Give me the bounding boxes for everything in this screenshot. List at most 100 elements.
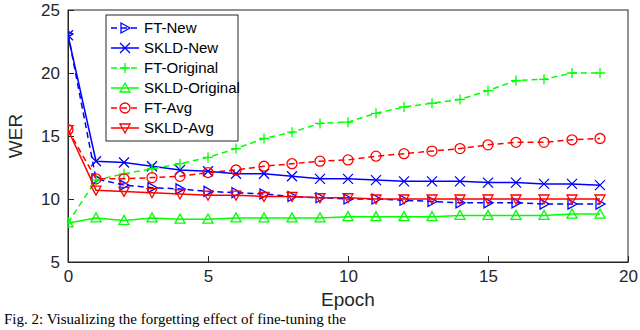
series-marker — [259, 134, 269, 144]
series-marker — [371, 151, 381, 161]
series-marker — [400, 195, 409, 205]
legend-marker — [120, 43, 130, 53]
y-axis-title: WER — [5, 114, 26, 158]
legend-label: SKLD-Original — [144, 79, 240, 96]
series-marker — [203, 191, 213, 200]
series-marker — [511, 178, 521, 188]
series-marker — [427, 212, 437, 221]
series-marker — [119, 187, 129, 196]
series-marker — [119, 215, 129, 224]
legend-label: SKLD-Avg — [144, 119, 214, 136]
tick-label: 10 — [339, 267, 358, 286]
series-line — [68, 73, 600, 223]
series — [68, 209, 605, 227]
series-marker — [315, 213, 325, 222]
series-marker — [203, 152, 213, 162]
series-marker — [539, 137, 549, 147]
legend-item: SKLD-New — [111, 39, 218, 56]
series-line — [68, 34, 600, 204]
series-marker — [455, 144, 465, 154]
series-marker — [147, 189, 157, 198]
series-marker — [315, 194, 325, 203]
series-marker — [595, 195, 605, 204]
tick: 10 — [41, 190, 74, 209]
legend-label: FT-New — [144, 19, 197, 36]
series-marker — [483, 86, 493, 96]
series-marker — [483, 210, 493, 219]
tick-mark — [208, 256, 209, 262]
series-marker — [343, 212, 353, 221]
series-marker — [259, 192, 269, 201]
series-marker — [119, 174, 129, 184]
legend-item: FT-Avg — [111, 99, 192, 116]
series-marker — [427, 98, 437, 108]
legend: FT-New SKLD-New FT-Original SKLD-Original FT… — [106, 15, 240, 141]
tick-label: 15 — [41, 127, 60, 146]
legend-item: FT-New — [111, 19, 197, 36]
tick-label: 15 — [479, 267, 498, 286]
series-marker — [175, 214, 185, 223]
series-area — [68, 29, 605, 228]
series-marker — [371, 212, 381, 221]
series-marker — [259, 213, 269, 222]
series-marker — [68, 30, 73, 40]
series-marker — [68, 218, 73, 227]
series-marker — [147, 213, 157, 222]
series-marker — [175, 171, 185, 181]
series-marker — [343, 155, 353, 165]
series-marker — [343, 174, 353, 184]
tick-label: 25 — [41, 1, 60, 20]
legend-marker — [120, 63, 130, 73]
series-marker — [91, 156, 101, 166]
series-marker — [567, 195, 577, 204]
series-marker — [399, 102, 409, 112]
series-marker — [595, 134, 605, 144]
series-marker — [287, 171, 297, 181]
series-marker — [455, 195, 465, 204]
series — [68, 30, 605, 190]
series-marker — [231, 165, 241, 175]
series-marker — [175, 190, 185, 199]
legend-label: FT-Avg — [144, 99, 192, 116]
series-marker — [539, 195, 549, 204]
chart: 05101520510152025FT-NewSKLD-NewFT-Origin… — [0, 0, 640, 330]
series-marker — [511, 195, 521, 204]
series-marker — [175, 159, 185, 169]
series-marker — [231, 191, 241, 200]
series-marker — [287, 213, 297, 222]
plot: 05101520510152025FT-NewSKLD-NewFT-Origin… — [41, 1, 638, 286]
series-marker — [595, 209, 605, 218]
series-marker — [344, 194, 353, 204]
series-marker — [427, 176, 437, 186]
series-marker — [287, 192, 297, 201]
series — [68, 29, 605, 209]
series-marker — [343, 194, 353, 203]
legend-marker — [120, 103, 130, 113]
legend-item: FT-Original — [111, 59, 218, 76]
legend-marker — [120, 124, 130, 133]
series-marker — [483, 140, 493, 150]
series-marker — [119, 157, 129, 167]
series-marker — [68, 126, 73, 135]
series-marker — [147, 173, 157, 183]
series-marker — [371, 195, 381, 204]
series-marker — [455, 176, 465, 186]
series-marker — [483, 195, 493, 204]
series-marker — [539, 210, 549, 219]
tick-label: 10 — [41, 190, 60, 209]
series-marker — [315, 118, 325, 128]
series-marker — [91, 213, 101, 222]
tick-label: 5 — [51, 253, 60, 272]
plot-background — [68, 10, 628, 262]
series-marker — [427, 195, 437, 204]
x-axis: 05101520 — [64, 256, 638, 286]
series-marker — [343, 117, 353, 127]
series-marker — [203, 168, 213, 178]
legend-line — [111, 27, 139, 29]
series-marker — [399, 212, 409, 221]
series-marker — [371, 108, 381, 118]
series-marker — [539, 179, 549, 189]
legend-label: SKLD-New — [144, 39, 218, 56]
legend-item: SKLD-Original — [111, 79, 240, 96]
series-marker — [567, 179, 577, 189]
